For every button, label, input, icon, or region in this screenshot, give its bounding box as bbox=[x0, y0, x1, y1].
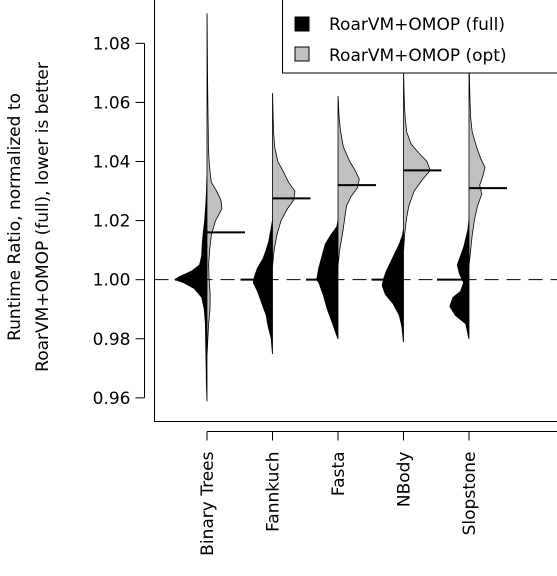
y-tick-label: 0.98 bbox=[93, 330, 131, 350]
violin-half-opt bbox=[337, 96, 360, 266]
legend-frame bbox=[282, 0, 557, 74]
y-axis: 0.96 0.98 1.00 1.02 1.04 1.06 1.08 bbox=[93, 34, 145, 409]
violins bbox=[174, 13, 486, 402]
y-tick-label: 1.06 bbox=[93, 93, 131, 113]
violin-half-full bbox=[381, 229, 404, 343]
y-tick-label: 1.04 bbox=[93, 153, 131, 173]
mean-markers bbox=[175, 169, 507, 281]
legend: RoarVM+OMOP (full) RoarVM+OMOP (opt) bbox=[282, 0, 557, 74]
x-axis: Binary Trees Fannkuch Fasta NBody Slopstone bbox=[198, 431, 557, 556]
y-axis-label-line-1: Runtime Ratio, normalized to bbox=[5, 93, 25, 341]
violin-half-opt bbox=[403, 72, 431, 251]
violin-half-opt bbox=[272, 93, 296, 266]
y-tick-label: 1.02 bbox=[93, 212, 131, 232]
violin-half-full bbox=[449, 220, 470, 340]
violin-half-opt bbox=[468, 57, 486, 266]
y-axis-label: Runtime Ratio, normalized to RoarVM+OMOP… bbox=[5, 62, 53, 372]
x-tick-label: Binary Trees bbox=[198, 451, 218, 555]
x-tick-label: Fannkuch bbox=[264, 452, 284, 532]
x-tick-label: Slopstone bbox=[460, 452, 480, 536]
legend-label-full: RoarVM+OMOP (full) bbox=[329, 15, 505, 35]
legend-swatch-full bbox=[294, 16, 310, 32]
y-axis-label-line-2: RoarVM+OMOP (full), lower is better bbox=[33, 62, 53, 372]
x-tick-label: Fasta bbox=[329, 452, 349, 497]
legend-label-opt: RoarVM+OMOP (opt) bbox=[329, 46, 507, 66]
y-tick-label: 0.96 bbox=[93, 389, 131, 409]
y-tick-label: 1.00 bbox=[93, 271, 131, 291]
y-tick-label: 1.08 bbox=[93, 34, 131, 54]
violin-half-full bbox=[252, 220, 273, 354]
legend-swatch-opt bbox=[294, 46, 310, 62]
x-tick-label: NBody bbox=[395, 452, 415, 508]
violin-half-opt bbox=[206, 13, 223, 354]
violin-half-full bbox=[174, 175, 208, 402]
plot-frame bbox=[154, 0, 557, 422]
